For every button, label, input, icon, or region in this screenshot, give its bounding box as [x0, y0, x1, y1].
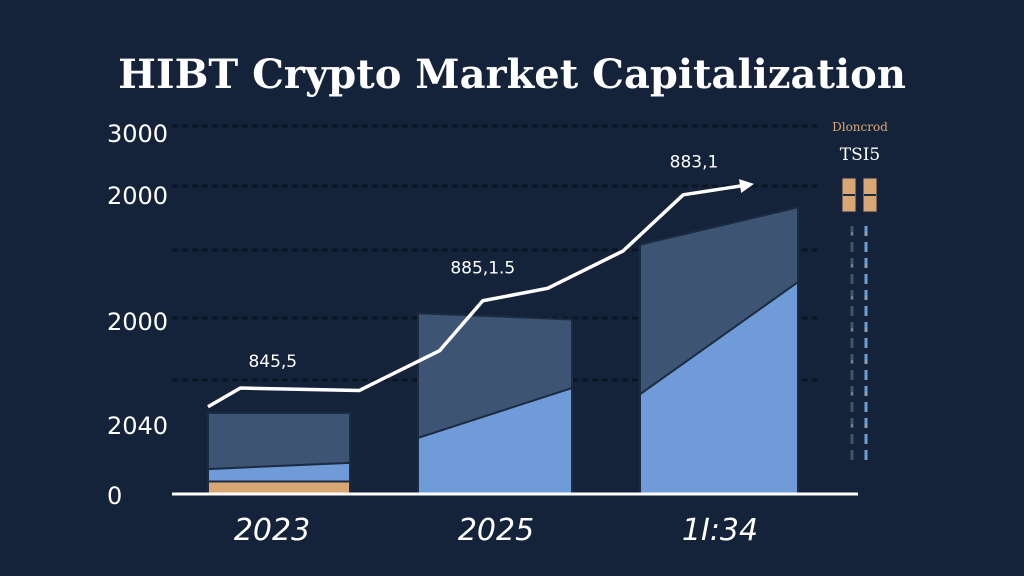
data-label: 845,5	[248, 352, 297, 372]
stack-2025	[417, 312, 573, 495]
data-label: 883,1	[670, 152, 719, 172]
y-tick-label: 2000	[107, 182, 168, 210]
y-tick-label: 0	[107, 482, 122, 510]
y-tick-label: 2040	[107, 412, 168, 440]
x-category-label: 1I:34	[682, 513, 758, 548]
data-label: 885,1.5	[450, 258, 515, 278]
x-category-label: 2025	[458, 513, 534, 548]
y-tick-label: 3000	[107, 120, 168, 148]
legend-label: TSI5	[840, 145, 881, 165]
category-label-layer: 2023 2025 1I:34	[234, 513, 758, 548]
trend-arrowhead	[739, 179, 754, 193]
area-segment-base	[207, 480, 351, 495]
chart-title: HIBT Crypto Market Capitalization	[118, 51, 906, 98]
trend-line	[207, 183, 749, 409]
stack-2023	[207, 411, 351, 495]
legend-heading: Dloncrod	[832, 120, 888, 134]
y-tick-label: 2000	[107, 308, 168, 336]
y-tick-layer: 3000 2000 2000 2040 0	[107, 120, 168, 510]
annotation-layer: 845,5 885,1.5 883,1	[248, 152, 718, 371]
trend-line-layer	[207, 179, 754, 409]
legend: Dloncrod TSI5	[832, 120, 888, 462]
stack-1I:34	[639, 206, 799, 495]
x-category-label: 2023	[234, 513, 310, 548]
